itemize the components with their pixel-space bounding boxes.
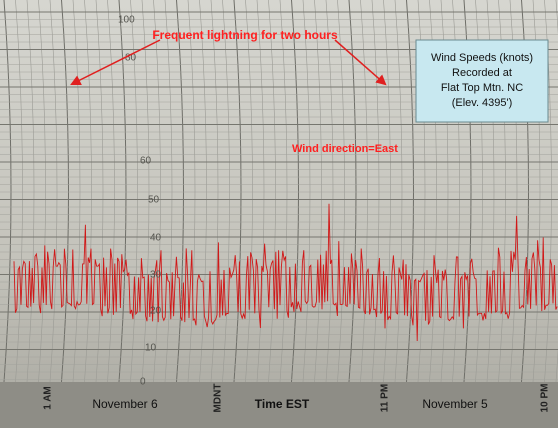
axis-title: Time EST <box>255 397 310 411</box>
time-mark: 1 AM <box>43 386 54 410</box>
scale-label: 60 <box>140 156 152 167</box>
info-line: Flat Top Mtn. NC <box>441 82 523 94</box>
info-line: Wind Speeds (knots) <box>431 52 533 64</box>
info-line: (Elev. 4395') <box>452 97 513 109</box>
scale-label: 20 <box>150 306 162 317</box>
time-mark: MDNT <box>213 384 224 413</box>
time-mark: 11 PM <box>380 384 391 412</box>
time-mark: 10 PM <box>540 384 551 413</box>
right-date: November 5 <box>422 397 488 411</box>
left-date: November 6 <box>92 397 158 411</box>
info-line: Recorded at <box>452 67 512 79</box>
scale-label: 40 <box>150 233 162 244</box>
photo: 100806050403020100 1 AMMDNT11 PM10 PM Fr… <box>0 0 558 428</box>
scale-label: 30 <box>150 270 162 281</box>
scale-label: 0 <box>140 377 146 388</box>
lightning-note: Frequent lightning for two hours <box>152 28 338 42</box>
scale-label: 50 <box>148 195 160 206</box>
wind-direction-note: Wind direction=East <box>292 143 398 155</box>
scale-label: 100 <box>118 15 135 26</box>
scale-label: 10 <box>145 343 157 354</box>
